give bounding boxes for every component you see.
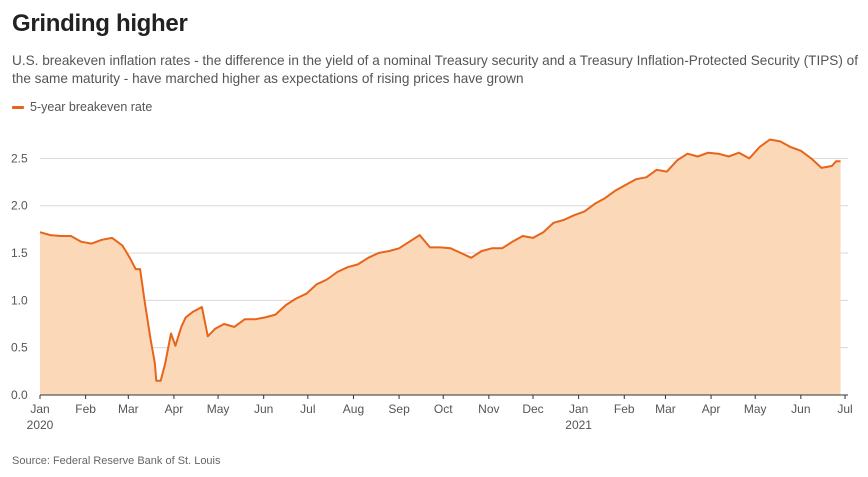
y-axis-labels: 0.0 0.5 1.0 1.5 2.0 2.5 [11,151,28,402]
x-tick-label: Mar [118,402,139,416]
x-tick-label: Oct [434,402,453,416]
y-tick-label: 1.5 [11,246,28,260]
x-year-label: 2020 [27,418,54,432]
x-tick-label: Aug [343,402,364,416]
x-year-label: 2021 [565,418,592,432]
x-tick-label: Jun [791,402,810,416]
legend-swatch [12,105,24,109]
y-tick-label: 0.0 [11,388,28,402]
y-tick-label: 0.5 [11,341,28,355]
x-tick-label: Feb [75,402,96,416]
x-tick-label: Jul [300,402,315,416]
x-tick-label: Jun [254,402,273,416]
series-line-5-year-breakeven [39,138,841,382]
x-tick-label: Jan [30,402,49,416]
y-tick-label: 2.5 [11,151,28,165]
x-tick-label: May [744,402,767,416]
y-tick-label: 1.0 [11,293,28,307]
chart-subtitle: U.S. breakeven inflation rates - the dif… [12,53,858,86]
x-tick-label: Jan [569,402,588,416]
legend-label: 5-year breakeven rate [30,100,153,114]
x-tick-label: Apr [165,402,184,416]
x-tick-label: Apr [702,402,721,416]
series-area-5-year-breakeven [40,139,841,395]
x-tick-label: Jul [837,402,852,416]
x-tick-label: Dec [522,402,543,416]
y-tick-label: 2.0 [11,199,28,213]
x-axis-labels: Jan 2020 Feb Mar Apr May Jun Jul Aug Sep Oct Nov Dec… [27,395,853,432]
x-tick-label: Nov [478,402,499,416]
legend: 5-year breakeven rate [12,100,152,114]
x-tick-label: Feb [614,402,635,416]
x-tick-label: May [207,402,230,416]
source-note: Source: Federal Reserve Bank of St. Loui… [12,455,221,467]
x-tick-label: Sep [388,402,410,416]
chart-title: Grinding higher [12,10,188,37]
x-tick-label: Mar [655,402,676,416]
